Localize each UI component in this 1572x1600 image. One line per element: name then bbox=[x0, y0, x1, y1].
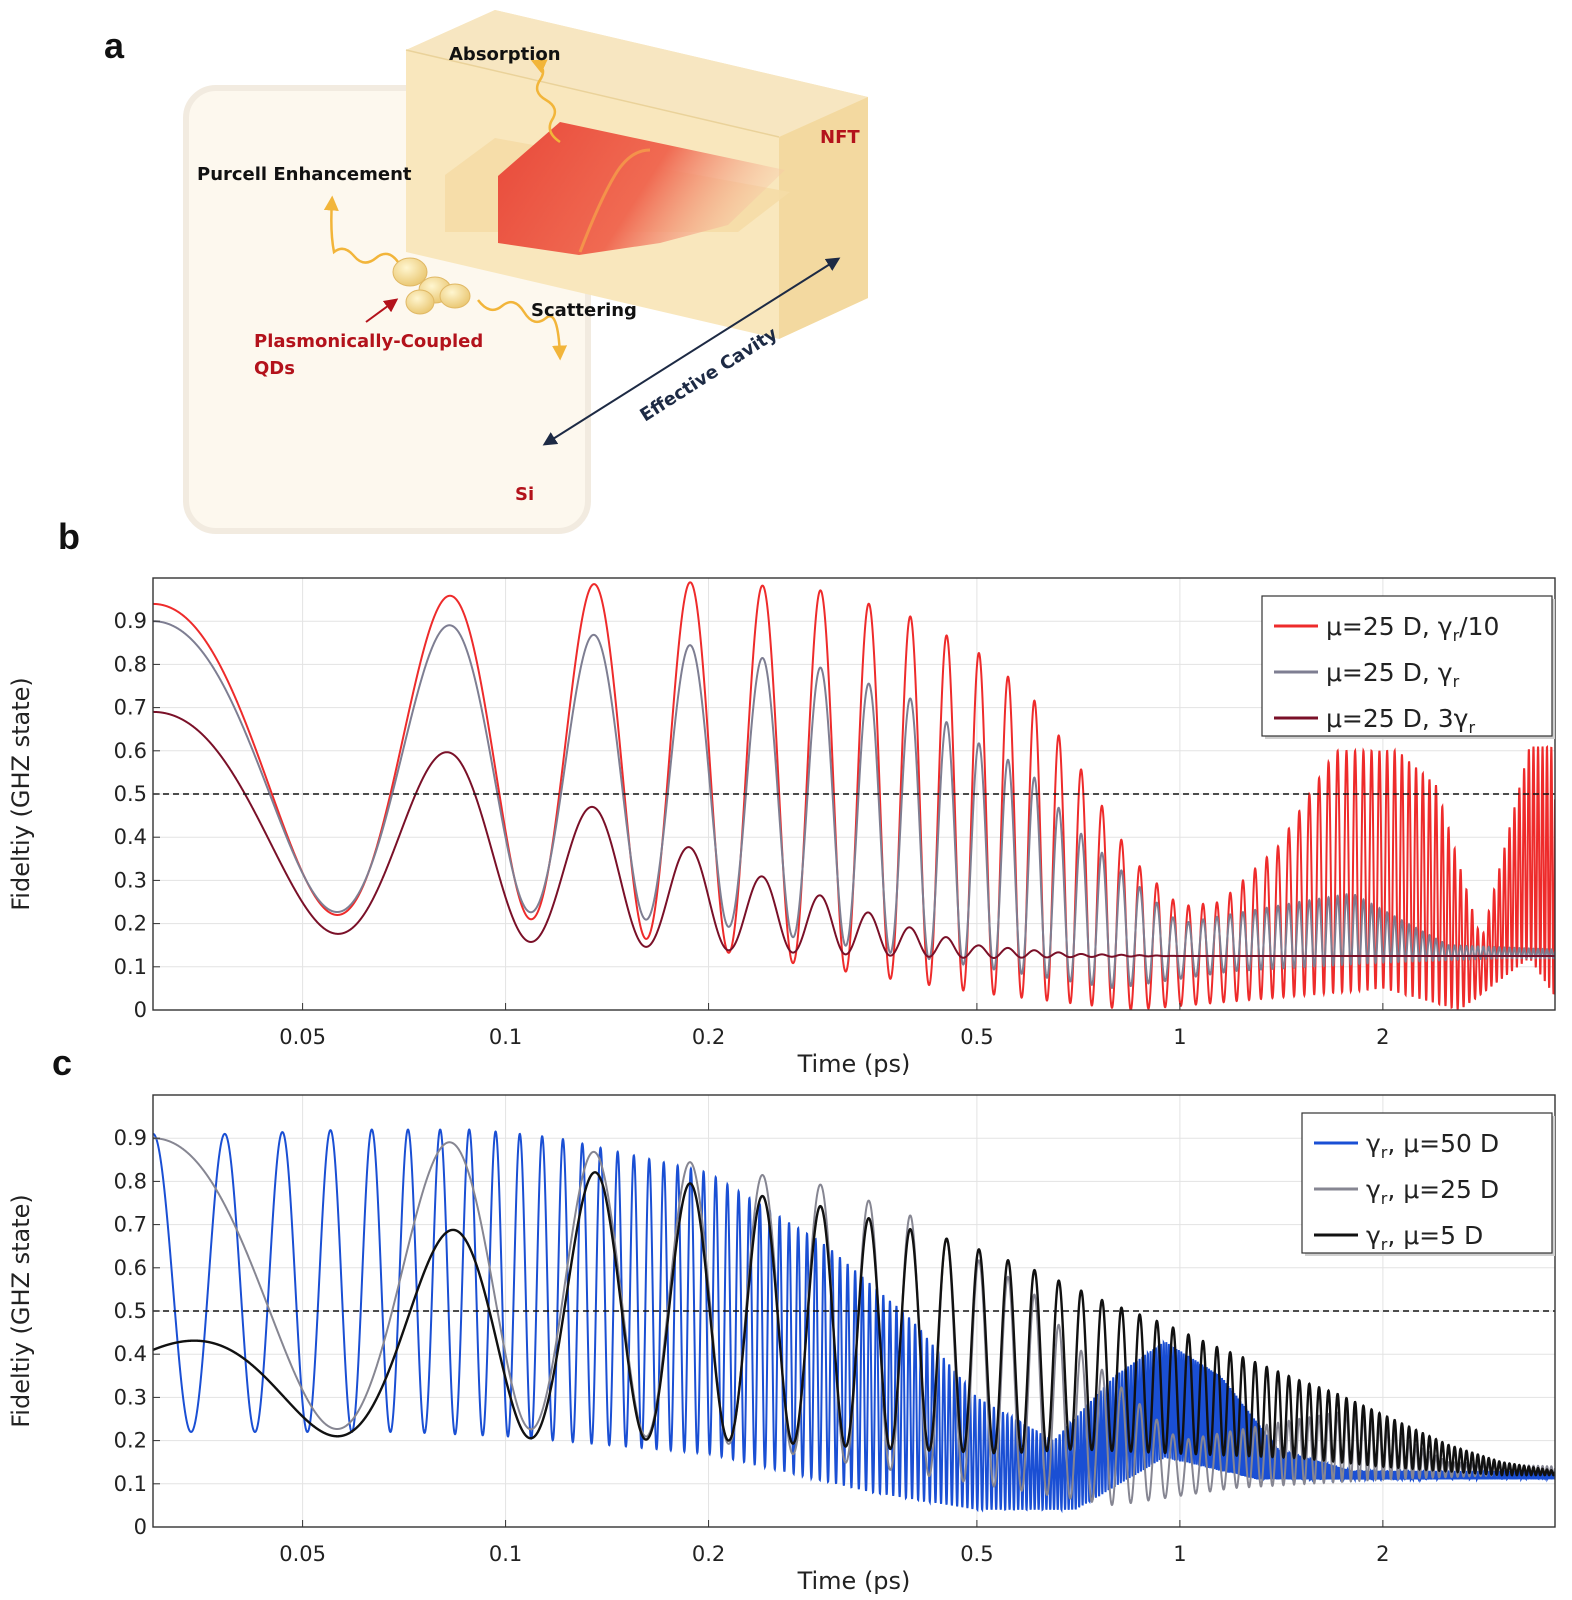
x-tick-label: 2 bbox=[1376, 1025, 1389, 1049]
legend-label: γr, μ=50 D bbox=[1366, 1129, 1499, 1162]
y-tick-label: 0 bbox=[134, 998, 147, 1022]
qd-pointer-arrow bbox=[365, 298, 399, 323]
y-axis-label: Fideltiy (GHZ state) bbox=[7, 1194, 35, 1428]
legend-box bbox=[1301, 1112, 1553, 1254]
x-tick-label: 0.5 bbox=[960, 1025, 993, 1049]
series-line-3 bbox=[153, 710, 1555, 959]
x-axis-label: Time (ps) bbox=[797, 1050, 911, 1078]
x-tick-label: 1 bbox=[1173, 1025, 1186, 1049]
y-tick-label: 0.7 bbox=[114, 1213, 147, 1237]
legend: μ=25 D, γr/10 μ=25 D, γr μ=25 D, 3γr bbox=[1261, 595, 1555, 739]
panel-b-letter: b bbox=[58, 516, 80, 557]
y-tick-label: 0.3 bbox=[114, 1385, 147, 1409]
panel-b-chart: 0 0.1 0.2 0.3 0.4 0.5 0.6 0.7 0.8 0.9 0.05 0.1 0.2 0.… bbox=[7, 577, 1556, 1078]
y-tick-label: 0.6 bbox=[114, 1256, 147, 1280]
y-tick-label: 0 bbox=[134, 1515, 147, 1539]
y-tick-label: 0.4 bbox=[114, 1342, 147, 1366]
x-axis-label: Time (ps) bbox=[797, 1567, 911, 1595]
y-tick-label: 0.8 bbox=[114, 652, 147, 676]
hotspot-region bbox=[498, 122, 785, 255]
panel-a-diagram: a Absorption NFT Purcell Enha bbox=[104, 10, 868, 534]
absorption-wave bbox=[530, 59, 561, 144]
x-tick-label: 2 bbox=[1376, 1542, 1389, 1566]
y-tick-label: 0.4 bbox=[114, 825, 147, 849]
x-tick-label: 0.5 bbox=[960, 1542, 993, 1566]
y-tick-label: 0.8 bbox=[114, 1169, 147, 1193]
quantum-dots bbox=[392, 257, 471, 315]
x-tick-label: 0.05 bbox=[279, 1542, 326, 1566]
series-group bbox=[153, 1128, 1555, 1514]
x-tick-label: 0.2 bbox=[692, 1542, 725, 1566]
y-tick-label: 0.1 bbox=[114, 1472, 147, 1496]
y-tick-label: 0.1 bbox=[114, 955, 147, 979]
scattering-label: Scattering bbox=[531, 300, 637, 321]
x-tick-label: 1 bbox=[1173, 1542, 1186, 1566]
y-tick-label: 0.3 bbox=[114, 868, 147, 892]
purcell-label: Purcell Enhancement bbox=[197, 164, 412, 185]
x-tick-label: 0.05 bbox=[279, 1025, 326, 1049]
legend-label: γr, μ=25 D bbox=[1366, 1175, 1499, 1208]
effective-cavity-label: Effective Cavity bbox=[636, 323, 781, 426]
series-line-2 bbox=[153, 620, 1555, 990]
y-tick-label: 0.5 bbox=[114, 782, 147, 806]
panel-a-letter: a bbox=[104, 25, 125, 66]
y-tick-label: 0.9 bbox=[114, 1126, 147, 1150]
x-tick-label: 0.1 bbox=[489, 1542, 522, 1566]
y-tick-label: 0.2 bbox=[114, 1429, 147, 1453]
legend-label: γr, μ=5 D bbox=[1366, 1221, 1483, 1254]
series-line-3 bbox=[153, 1171, 1555, 1477]
qds-label-line2: QDs bbox=[254, 358, 295, 379]
y-tick-label: 0.2 bbox=[114, 912, 147, 936]
legend-label: μ=25 D, 3γr bbox=[1326, 704, 1475, 737]
y-tick-label: 0.7 bbox=[114, 696, 147, 720]
legend-box bbox=[1261, 595, 1553, 737]
panel-c-letter: c bbox=[52, 1042, 72, 1083]
y-tick-label: 0.6 bbox=[114, 739, 147, 763]
legend-label: μ=25 D, γr bbox=[1326, 658, 1460, 691]
legend-label: μ=25 D, γr/10 bbox=[1326, 612, 1499, 645]
panel-c-chart: 0 0.1 0.2 0.3 0.4 0.5 0.6 0.7 0.8 0.9 0.05 0.1 0.2 0.… bbox=[7, 1094, 1556, 1595]
x-tick-label: 0.2 bbox=[692, 1025, 725, 1049]
purcell-wave bbox=[323, 195, 400, 264]
nft-label: NFT bbox=[820, 127, 860, 148]
x-tick-label: 0.1 bbox=[489, 1025, 522, 1049]
series-group bbox=[153, 581, 1555, 1010]
nft-top-face bbox=[406, 10, 868, 137]
y-tick-label: 0.5 bbox=[114, 1299, 147, 1323]
legend: γr, μ=50 D γr, μ=25 D γr, μ=5 D bbox=[1301, 1112, 1555, 1256]
absorption-label: Absorption bbox=[449, 44, 561, 65]
y-axis-label: Fideltiy (GHZ state) bbox=[7, 677, 35, 911]
si-label: Si bbox=[515, 484, 534, 505]
y-tick-label: 0.9 bbox=[114, 609, 147, 633]
effective-cavity-arrow bbox=[542, 257, 841, 446]
qds-label-line1: Plasmonically-Coupled bbox=[254, 331, 483, 352]
